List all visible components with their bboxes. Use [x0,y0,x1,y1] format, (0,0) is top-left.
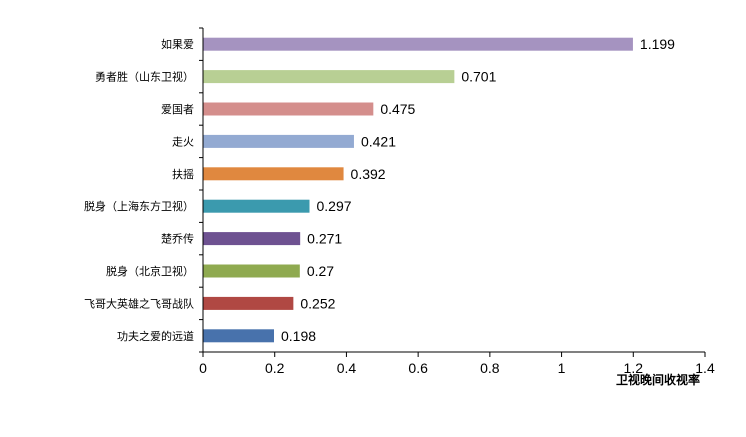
axes [199,27,706,357]
data-label: 0.27 [307,263,334,279]
bar-series [203,37,633,343]
bar [203,134,354,148]
category-label: 楚乔传 [161,232,194,246]
x-tick-label: 0.4 [337,360,357,376]
x-tick-label: 0.8 [480,360,500,376]
bar [203,296,294,310]
data-label: 0.198 [281,328,316,344]
data-label: 0.271 [307,231,342,247]
x-tick-label: 1 [558,360,566,376]
category-label: 功夫之爱的远道 [117,329,194,343]
category-label: 爱国者 [161,103,194,116]
data-label: 0.421 [361,133,396,149]
category-label: 走火 [172,135,194,148]
x-tick-label: 0.2 [265,360,285,376]
category-label: 勇者胜（山东卫视） [95,70,194,84]
data-label: 0.252 [300,295,335,311]
bar [203,232,301,246]
data-label: 1.199 [640,36,675,52]
category-label: 飞哥大英雄之飞哥战队 [84,296,194,310]
category-label: 脱身（上海东方卫视） [84,199,194,213]
bar [203,199,310,213]
category-label: 扶摇 [172,167,194,181]
data-label: 0.475 [380,101,415,117]
data-label: 0.297 [316,198,351,214]
x-tick-label: 1.4 [695,360,715,376]
category-label: 脱身（北京卫视） [106,264,194,278]
bar [203,329,274,343]
bar [203,264,300,278]
data-label: 0.701 [461,69,496,85]
x-tick-label: 1.2 [624,360,644,376]
x-tick-label: 0 [199,360,207,376]
bar [203,70,455,84]
category-label: 如果爱 [161,37,194,51]
x-tick-labels: 0 0.2 0.4 0.6 0.8 1 1.2 1.4 [199,360,715,376]
x-axis-title: 卫视晚间收视率 [616,372,700,387]
bar [203,37,633,51]
bar [203,167,344,181]
data-label: 0.392 [351,166,386,182]
x-tick-label: 0.6 [408,360,428,376]
bar [203,102,374,116]
